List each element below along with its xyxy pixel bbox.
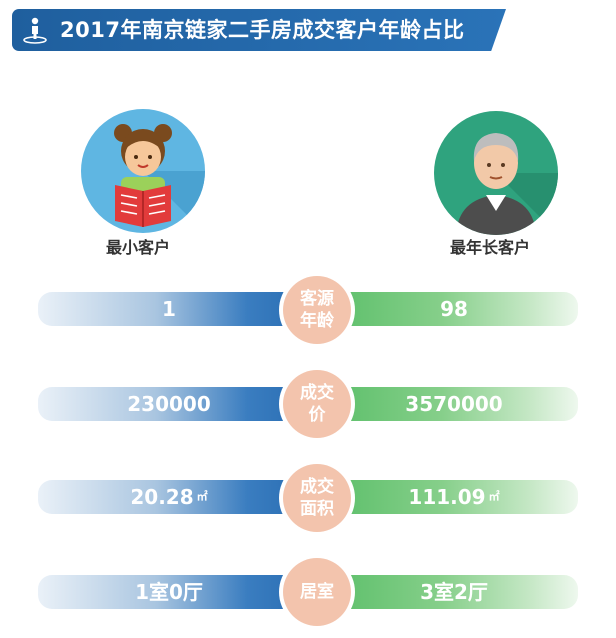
youngest-price-bar: 230000	[38, 387, 300, 421]
title-banner	[12, 9, 506, 51]
oldest-price-bar: 3570000	[330, 387, 578, 421]
person-location-icon	[23, 17, 47, 44]
area-unit: ㎡	[488, 490, 500, 503]
oldest-age-value: 98	[440, 297, 468, 321]
category-badge-age: 客源年龄	[283, 276, 351, 344]
oldest-area-value: 111.09	[408, 485, 486, 509]
category-label: 成交面积	[300, 477, 334, 519]
area-unit: ㎡	[196, 490, 208, 503]
youngest-price-value: 230000	[127, 392, 211, 416]
youngest-age-value: 1	[162, 297, 176, 321]
oldest-customer-label: 最年长客户	[450, 238, 531, 257]
oldest-age-bar: 98	[330, 292, 578, 326]
youngest-rooms-value: 1室0厅	[135, 580, 203, 604]
category-label: 居室	[300, 582, 334, 602]
oldest-area-bar: 111.09 ㎡	[330, 480, 578, 514]
category-badge-area: 成交面积	[283, 464, 351, 532]
oldest-rooms-bar: 3室2厅	[330, 575, 578, 609]
category-badge-rooms: 居室	[283, 558, 351, 626]
youngest-customer-label: 最小客户	[106, 238, 171, 257]
elderly-avatar-icon	[434, 111, 558, 235]
youngest-area-value: 20.28	[130, 485, 194, 509]
youngest-age-bar: 1	[38, 292, 300, 326]
youngest-rooms-bar: 1室0厅	[38, 575, 300, 609]
category-badge-price: 成交价	[283, 370, 351, 438]
page-title: 2017年南京链家二手房成交客户年龄占比	[60, 18, 465, 42]
oldest-price-value: 3570000	[405, 392, 503, 416]
child-avatar-icon	[81, 109, 205, 233]
category-label: 客源年龄	[300, 289, 334, 331]
youngest-area-bar: 20.28 ㎡	[38, 480, 300, 514]
category-label: 成交价	[300, 383, 334, 425]
oldest-rooms-value: 3室2厅	[420, 580, 488, 604]
